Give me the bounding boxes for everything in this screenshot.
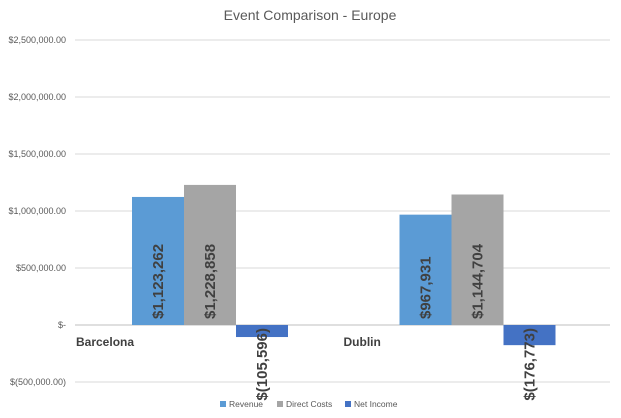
bar-revenue-barcelona: [132, 196, 184, 325]
legend-swatch: [277, 401, 283, 407]
bar-net-income-barcelona: [236, 325, 288, 338]
category-label: Dublin: [344, 335, 381, 349]
legend-swatch: [220, 401, 226, 407]
data-label: $1,144,704: [470, 243, 487, 319]
data-label: $(176,773): [522, 328, 539, 401]
data-label: $(105,596): [254, 328, 271, 401]
data-label: $1,123,262: [150, 244, 167, 319]
legend: Revenue Direct Costs Net Income: [220, 399, 398, 409]
bars: [132, 184, 556, 346]
legend-label: Net Income: [354, 399, 398, 409]
bar-direct-costs-dublin: [451, 194, 504, 325]
bar-net-income-dublin: [503, 325, 556, 346]
data-label: $1,228,858: [202, 244, 219, 319]
chart-title: Event Comparison - Europe: [224, 7, 397, 23]
y-tick-label: $1,500,000.00: [8, 149, 66, 159]
legend-label: Revenue: [229, 399, 263, 409]
legend-label: Direct Costs: [286, 399, 332, 409]
y-tick-label: $2,000,000.00: [8, 92, 66, 102]
x-axis-categories: Barcelona Dublin: [76, 335, 381, 349]
data-labels: $1,123,262 $1,228,858 $(105,596) $967,931 $1…: [150, 243, 539, 400]
bar-direct-costs-barcelona: [184, 184, 236, 325]
y-tick-label: $1,000,000.00: [8, 206, 66, 216]
y-tick-label: $500,000.00: [16, 263, 66, 273]
y-tick-label: $2,500,000.00: [8, 35, 66, 45]
y-tick-label: $(500,000.00): [10, 377, 66, 387]
data-label: $967,931: [418, 256, 435, 319]
y-axis: $2,500,000.00 $2,000,000.00 $1,500,000.00 $…: [8, 35, 66, 387]
legend-swatch: [345, 401, 351, 407]
y-tick-label: $-: [58, 320, 66, 330]
bar-revenue-dublin: [399, 214, 452, 325]
category-label: Barcelona: [76, 335, 134, 349]
